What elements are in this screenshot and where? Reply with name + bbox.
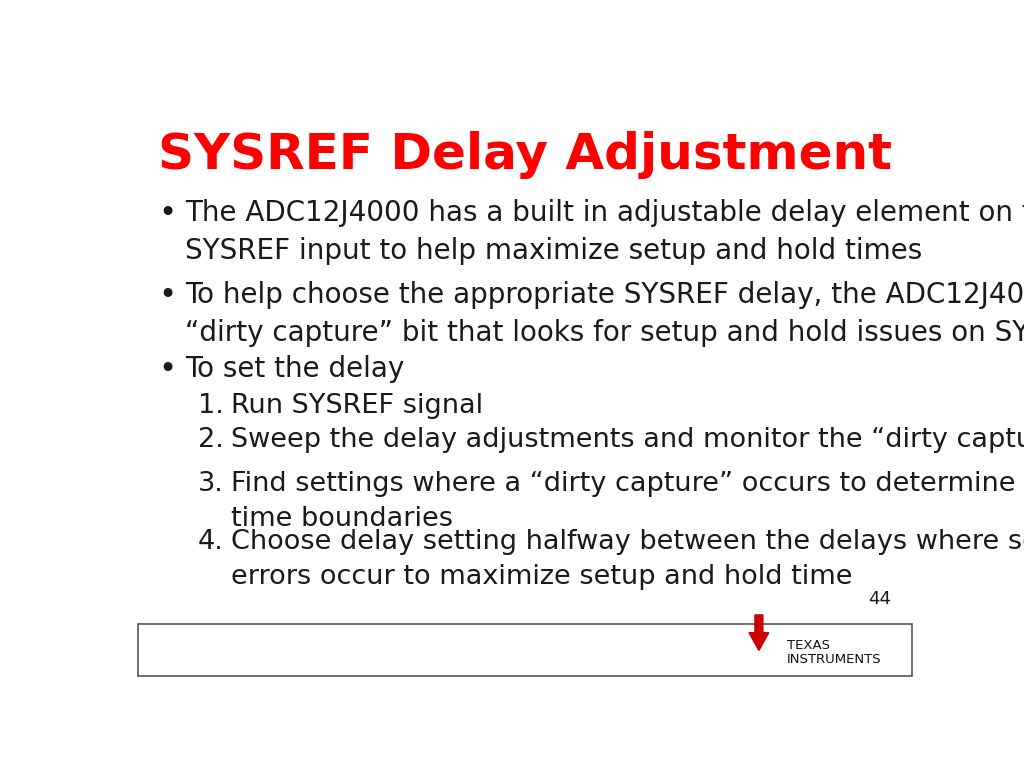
Text: The ADC12J4000 has a built in adjustable delay element on the
SYSREF input to he: The ADC12J4000 has a built in adjustable… — [185, 199, 1024, 264]
Text: Find settings where a “dirty capture” occurs to determine setup and hold
time bo: Find settings where a “dirty capture” oc… — [231, 471, 1024, 531]
Text: Choose delay setting halfway between the delays where setup and hold
errors occu: Choose delay setting halfway between the… — [231, 528, 1024, 590]
Text: SYSREF Delay Adjustment: SYSREF Delay Adjustment — [158, 131, 892, 179]
FancyBboxPatch shape — [137, 624, 912, 677]
Text: 4.: 4. — [198, 528, 223, 554]
Text: Run SYSREF signal: Run SYSREF signal — [231, 392, 483, 419]
Text: To set the delay: To set the delay — [185, 356, 404, 383]
Text: •: • — [158, 199, 176, 227]
Text: To help choose the appropriate SYSREF delay, the ADC12J4000 has a
“dirty capture: To help choose the appropriate SYSREF de… — [185, 281, 1024, 347]
Text: TEXAS
INSTRUMENTS: TEXAS INSTRUMENTS — [786, 638, 882, 666]
Polygon shape — [749, 615, 769, 650]
Text: 3.: 3. — [198, 471, 223, 497]
Text: 44: 44 — [868, 590, 892, 607]
Text: •: • — [158, 356, 176, 384]
Text: •: • — [158, 281, 176, 310]
Text: 2.: 2. — [198, 428, 223, 453]
Text: Sweep the delay adjustments and monitor the “dirty capture” bit: Sweep the delay adjustments and monitor … — [231, 428, 1024, 453]
Text: 1.: 1. — [198, 392, 223, 419]
